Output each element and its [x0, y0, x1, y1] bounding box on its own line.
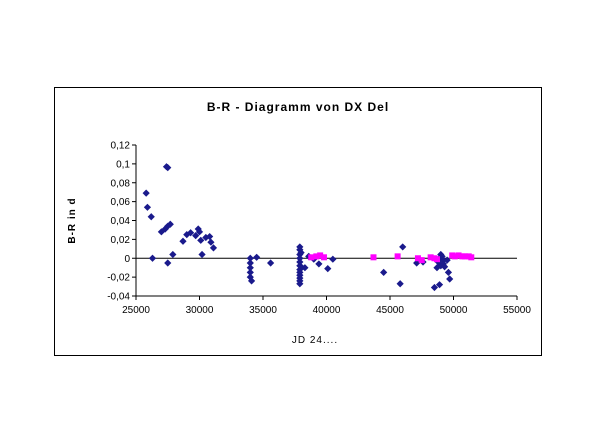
diamond-point — [169, 250, 177, 259]
diamond-point — [399, 243, 407, 251]
diamond-point — [198, 250, 206, 259]
diamond-point — [380, 268, 388, 277]
y-tick-label: 0,12 — [111, 141, 131, 152]
diamond-point — [246, 254, 254, 262]
y-tick-label: 0,04 — [111, 216, 131, 227]
diamond-point — [246, 259, 254, 267]
diamond-point — [148, 254, 157, 262]
diamond-point — [446, 275, 454, 283]
x-tick-label: 35000 — [249, 305, 277, 316]
diamond-point — [329, 255, 337, 263]
diamond-point — [179, 237, 187, 245]
data-point-group — [142, 163, 475, 292]
square-point — [414, 255, 421, 262]
x-tick-label: 30000 — [186, 305, 214, 316]
square-point — [451, 253, 458, 260]
square-point — [317, 252, 324, 259]
y-tick-label: 0,02 — [111, 235, 131, 246]
diamond-point — [433, 264, 441, 272]
diamond-point — [187, 229, 195, 237]
diamond-point — [439, 256, 447, 264]
diamond-point — [324, 265, 332, 273]
y-axis-label: B-R in d — [67, 197, 78, 243]
y-tick-label: 0 — [124, 254, 130, 265]
square-point — [455, 252, 462, 259]
chart-svg: B-R - Diagramm von DX Del 25000 30000 3500… — [67, 100, 531, 346]
square-point — [394, 253, 401, 260]
diamond-point — [246, 268, 254, 277]
y-tick-group: -0,04 -0,02 0 0,02 0,04 0,06 0,08 0,1 0,12 — [107, 141, 136, 303]
diamond-point — [209, 244, 218, 252]
diamond-point — [166, 220, 174, 228]
x-tick-group: 25000 30000 35000 40000 45000 50000 55000 — [122, 296, 531, 316]
diamond-point — [246, 264, 254, 272]
square-point — [461, 253, 468, 260]
diamond-point — [296, 254, 304, 262]
diamond-point — [164, 164, 172, 172]
diamond-point — [444, 268, 453, 277]
diamond-point — [301, 264, 309, 272]
diamond-point — [195, 228, 204, 236]
square-point — [468, 254, 475, 261]
diamond-point — [142, 189, 150, 197]
x-tick-label: 50000 — [440, 305, 468, 316]
diamond-point — [253, 253, 261, 261]
diamond-point — [396, 280, 404, 288]
diamond-point — [206, 232, 214, 241]
diamond-point — [439, 260, 447, 268]
y-tick-label: -0,04 — [107, 292, 130, 303]
chart-area: B-R - Diagramm von DX Del 25000 30000 3500… — [54, 87, 542, 356]
diamond-point — [192, 232, 200, 240]
diamond-point — [164, 222, 172, 230]
y-tick-label: 0,08 — [111, 178, 131, 189]
square-point — [433, 256, 440, 263]
diamond-point — [443, 256, 451, 264]
diamond-point — [197, 236, 205, 244]
x-tick-label: 45000 — [376, 305, 404, 316]
x-tick-label: 55000 — [503, 305, 531, 316]
square-point — [427, 254, 434, 261]
diamond-point — [435, 281, 444, 289]
x-axis-label: JD 24.... — [292, 335, 338, 346]
chart-title: B-R - Diagramm von DX Del — [207, 100, 389, 114]
x-tick-label: 40000 — [313, 305, 341, 316]
y-tick-label: 0,1 — [116, 159, 130, 170]
diamond-point — [143, 203, 152, 211]
y-tick-label: 0,06 — [111, 197, 131, 208]
square-point — [320, 254, 327, 261]
diamond-point — [267, 259, 275, 267]
x-tick-label: 25000 — [122, 305, 150, 316]
square-point — [418, 257, 425, 264]
square-point — [370, 254, 377, 261]
diamond-point — [164, 259, 172, 267]
diamond-point — [437, 262, 445, 270]
square-point — [308, 254, 315, 261]
diamond-point — [207, 238, 215, 246]
square-point — [313, 253, 320, 260]
diamond-point — [147, 213, 155, 221]
diamond-point — [315, 260, 323, 268]
y-tick-label: -0,02 — [107, 273, 130, 284]
